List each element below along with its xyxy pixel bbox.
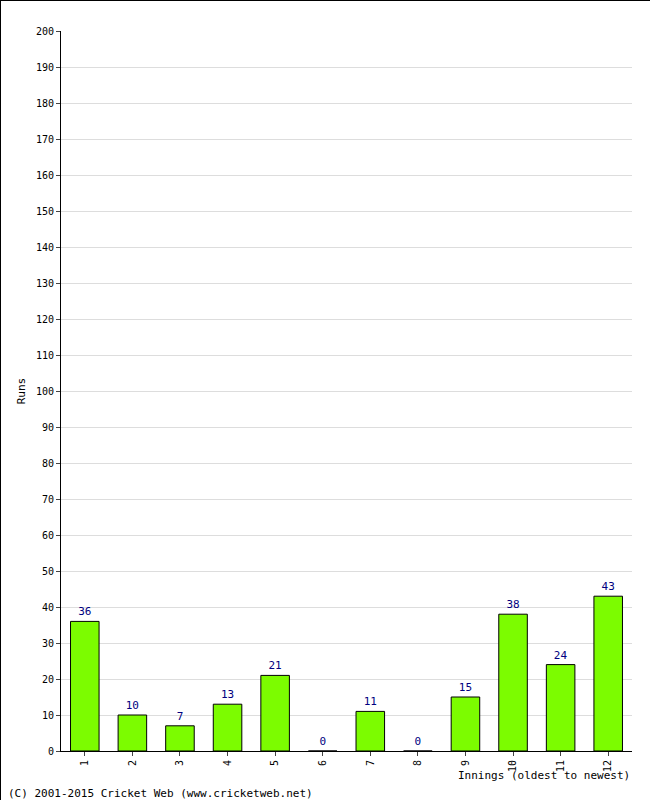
- svg-text:36: 36: [78, 605, 91, 618]
- svg-text:50: 50: [42, 566, 54, 577]
- svg-text:15: 15: [459, 681, 472, 694]
- svg-text:0: 0: [415, 735, 422, 748]
- svg-text:24: 24: [554, 649, 568, 662]
- svg-text:1: 1: [79, 760, 90, 766]
- svg-text:120: 120: [36, 314, 54, 325]
- svg-text:140: 140: [36, 242, 54, 253]
- svg-text:70: 70: [42, 494, 54, 505]
- svg-text:100: 100: [36, 386, 54, 397]
- svg-text:10: 10: [126, 699, 139, 712]
- svg-text:80: 80: [42, 458, 54, 469]
- svg-text:160: 160: [36, 170, 54, 181]
- svg-text:40: 40: [42, 602, 54, 613]
- svg-text:130: 130: [36, 278, 54, 289]
- svg-text:9: 9: [460, 760, 471, 766]
- svg-text:4: 4: [222, 760, 233, 766]
- svg-text:38: 38: [506, 598, 519, 611]
- svg-text:Runs: Runs: [15, 378, 28, 405]
- svg-text:7: 7: [177, 710, 184, 723]
- svg-text:180: 180: [36, 98, 54, 109]
- svg-text:11: 11: [555, 760, 566, 772]
- svg-text:8: 8: [412, 760, 423, 766]
- svg-text:150: 150: [36, 206, 54, 217]
- svg-text:200: 200: [36, 26, 54, 37]
- svg-text:3: 3: [174, 760, 185, 766]
- svg-text:6: 6: [317, 760, 328, 766]
- svg-text:90: 90: [42, 422, 54, 433]
- svg-text:110: 110: [36, 350, 54, 361]
- svg-text:190: 190: [36, 62, 54, 73]
- svg-text:11: 11: [364, 695, 377, 708]
- svg-text:10: 10: [507, 760, 518, 772]
- svg-text:0: 0: [48, 746, 54, 757]
- svg-text:12: 12: [602, 760, 613, 772]
- svg-text:43: 43: [602, 580, 615, 593]
- svg-text:0: 0: [319, 735, 326, 748]
- svg-text:Innings (oldest to newest): Innings (oldest to newest): [458, 769, 630, 782]
- svg-text:5: 5: [269, 760, 280, 766]
- svg-text:170: 170: [36, 134, 54, 145]
- svg-text:7: 7: [365, 760, 376, 766]
- svg-text:21: 21: [269, 659, 282, 672]
- svg-text:10: 10: [42, 710, 54, 721]
- svg-text:30: 30: [42, 638, 54, 649]
- svg-text:2: 2: [127, 760, 138, 766]
- svg-text:60: 60: [42, 530, 54, 541]
- svg-text:(C) 2001-2015 Cricket Web (www: (C) 2001-2015 Cricket Web (www.cricketwe…: [8, 787, 313, 800]
- svg-text:20: 20: [42, 674, 54, 685]
- svg-text:13: 13: [221, 688, 234, 701]
